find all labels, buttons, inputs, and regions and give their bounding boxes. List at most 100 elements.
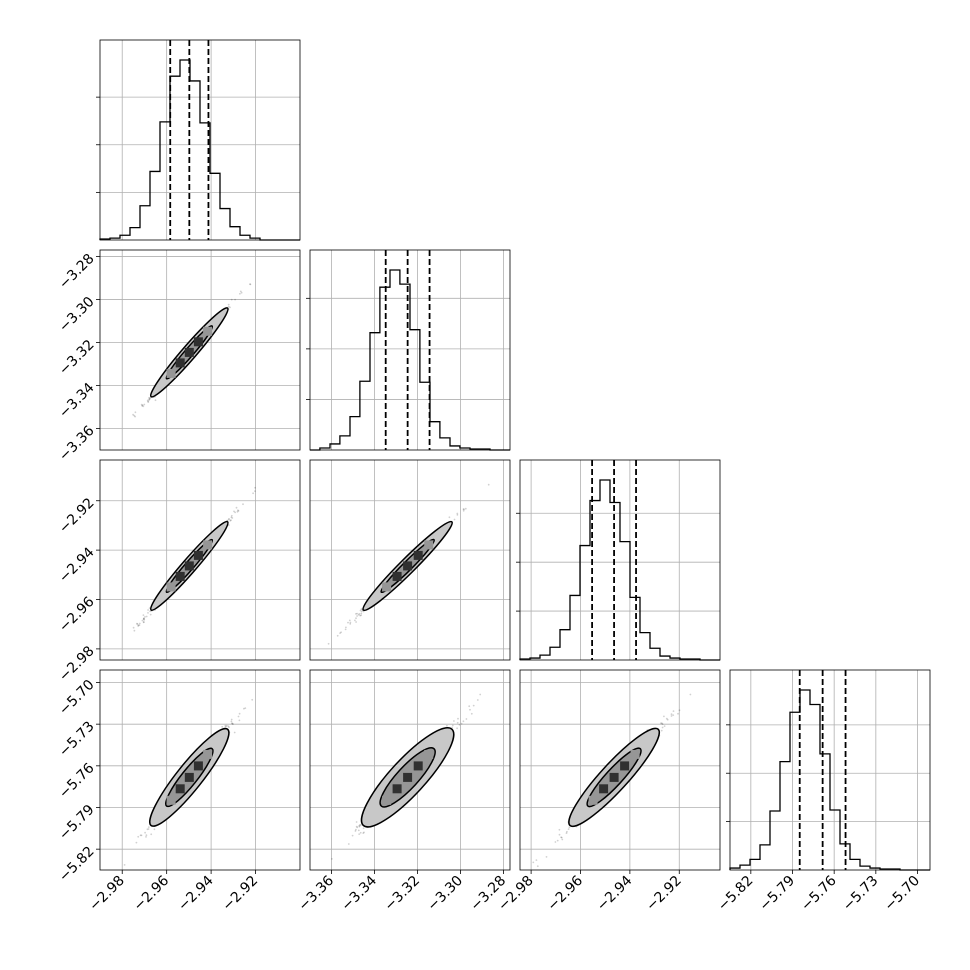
sample-point <box>230 519 232 521</box>
sample-point <box>230 516 233 519</box>
sample-point <box>132 413 135 416</box>
x-tick-label: −5.76 <box>798 873 840 915</box>
sample-point <box>359 609 362 612</box>
sample-point <box>147 400 149 403</box>
sample-point <box>153 828 156 831</box>
sample-point <box>565 832 568 834</box>
sample-point <box>672 710 675 712</box>
density-core-block <box>620 761 630 771</box>
sample-point <box>360 612 363 615</box>
sample-point <box>144 616 146 618</box>
x-tick-label: −5.79 <box>757 873 799 915</box>
sample-point <box>142 614 145 616</box>
histogram-panel-4 <box>726 669 931 871</box>
sample-point <box>355 828 357 831</box>
sample-point <box>237 509 239 512</box>
sample-point <box>355 821 358 823</box>
sample-point <box>234 511 237 514</box>
density-core-block <box>184 561 194 571</box>
sample-point <box>244 707 247 709</box>
density-core-block <box>424 540 434 550</box>
sample-point <box>677 712 679 715</box>
sample-point <box>252 492 255 495</box>
sample-point <box>137 625 140 627</box>
scatter-panel-2-4 <box>309 669 511 871</box>
sample-point <box>479 693 482 696</box>
sample-point <box>136 623 139 625</box>
sample-point <box>154 399 157 402</box>
x-tick-label: −3.30 <box>425 873 467 915</box>
density-core-block <box>166 795 176 805</box>
scatter-panel-1-2 <box>99 249 301 451</box>
x-tick-label: −2.92 <box>220 873 262 915</box>
sample-point <box>359 824 362 827</box>
sample-point <box>567 828 570 830</box>
sample-point <box>448 516 451 519</box>
sample-point <box>221 725 224 728</box>
sample-point <box>469 708 471 711</box>
sample-point <box>451 724 454 727</box>
density-core-block <box>203 540 213 550</box>
sample-point <box>141 619 144 622</box>
sample-point <box>147 609 150 611</box>
sample-point <box>451 726 453 729</box>
x-tick-label: −2.92 <box>643 873 685 915</box>
density-core-block <box>175 571 185 581</box>
y-tick-label: −5.76 <box>56 760 98 802</box>
sample-point <box>236 510 239 513</box>
sample-point <box>146 399 149 402</box>
sample-point <box>228 726 230 729</box>
sample-point <box>351 834 354 837</box>
sample-point <box>227 303 230 306</box>
contour-inner <box>586 747 642 808</box>
sample-point <box>358 825 361 828</box>
sample-point <box>228 518 230 521</box>
sample-point <box>145 836 147 838</box>
sample-point <box>149 613 152 616</box>
sample-point <box>456 721 459 724</box>
sample-point <box>661 722 663 725</box>
sample-point <box>145 615 148 618</box>
sample-point <box>359 824 361 826</box>
histogram-step-line <box>99 59 300 241</box>
x-tick-label: −5.73 <box>840 873 882 915</box>
density-core-block <box>203 749 213 759</box>
sample-point <box>476 699 479 701</box>
x-tick-label: −5.82 <box>715 873 757 915</box>
sample-point <box>446 724 448 727</box>
sample-point <box>230 298 233 301</box>
sample-point <box>238 712 241 715</box>
sample-point <box>487 483 490 486</box>
sample-point <box>141 405 144 407</box>
sample-point <box>249 283 252 286</box>
histogram-step-line <box>729 689 930 871</box>
histogram-panel-1 <box>96 39 301 241</box>
density-core-block <box>413 761 423 771</box>
contour-outer <box>149 520 229 611</box>
sample-point <box>349 623 352 625</box>
sample-point <box>468 705 471 708</box>
axes-frame <box>519 459 721 661</box>
axes-frame <box>99 39 301 241</box>
x-tick-label: −2.94 <box>594 873 636 915</box>
x-tick-label: −2.96 <box>544 873 586 915</box>
sample-point <box>362 827 365 830</box>
density-core-block <box>413 550 423 560</box>
sample-point <box>355 613 357 615</box>
scatter-panel-2-3 <box>309 459 511 661</box>
sample-point <box>254 490 256 492</box>
sample-point <box>360 614 362 617</box>
sample-point <box>146 828 149 831</box>
sample-point <box>666 718 669 721</box>
density-core-block <box>630 749 640 759</box>
sample-point <box>456 512 459 515</box>
sample-point <box>147 612 149 614</box>
density-core-block <box>403 561 413 571</box>
sample-point <box>678 709 681 712</box>
sample-point <box>143 403 146 406</box>
x-tick-label: −2.96 <box>131 873 173 915</box>
sample-point <box>149 397 152 399</box>
density-core-block <box>184 347 194 357</box>
sample-point <box>672 714 675 716</box>
sample-point <box>227 305 230 308</box>
